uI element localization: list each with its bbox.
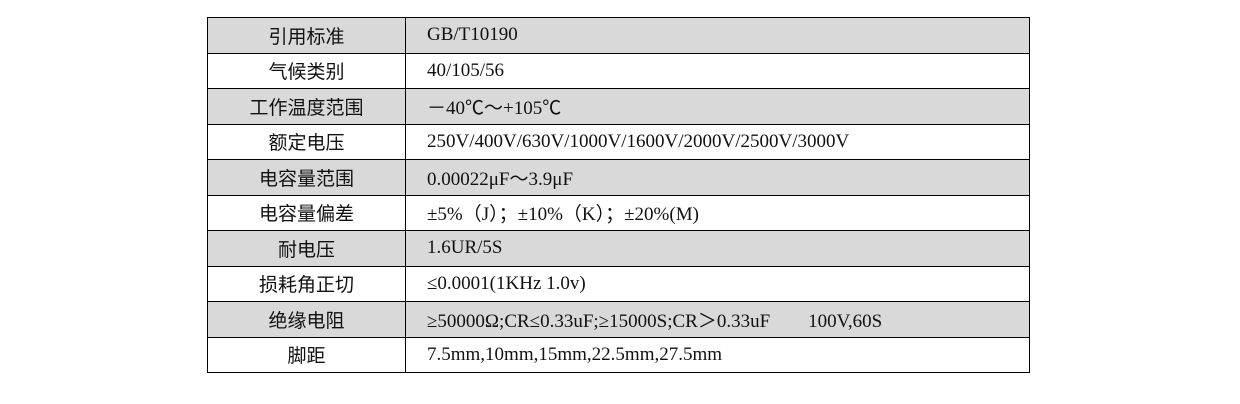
table-row: 损耗角正切 ≤0.0001(1KHz 1.0v) (207, 265, 1030, 302)
table-row: 电容量范围 0.00022μF～3.9μF (207, 159, 1030, 196)
table-row: 耐电压 1.6UR/5S (207, 230, 1030, 267)
table-row: 工作温度范围 －40℃～+105℃ (207, 88, 1030, 125)
table-body: 引用标准 GB/T10190 气候类别 40/105/56 工作温度范围 －40℃～+10… (207, 17, 1030, 373)
row-label: 额定电压 (207, 123, 406, 160)
table-row: 引用标准 GB/T10190 (207, 17, 1030, 54)
row-value: ±5%（J）；±10%（K）；±20%(M) (405, 194, 1030, 231)
row-value: －40℃～+105℃ (405, 88, 1030, 125)
table-row: 绝缘电阻 ≥50000Ω;CR≤0.33uF;≥15000S;CR＞0.33uF … (207, 301, 1030, 338)
row-value: 250V/400V/630V/1000V/1600V/2000V/2500V/3… (405, 123, 1030, 160)
row-label: 电容量偏差 (207, 194, 406, 231)
row-value: 0.00022μF～3.9μF (405, 159, 1030, 196)
row-value: ≤0.0001(1KHz 1.0v) (405, 265, 1030, 302)
table-row: 电容量偏差 ±5%（J）；±10%（K）；±20%(M) (207, 194, 1030, 231)
spec-table: 引用标准 GB/T10190 气候类别 40/105/56 工作温度范围 －40℃～+10… (207, 17, 1030, 373)
table-row: 额定电压 250V/400V/630V/1000V/1600V/2000V/250… (207, 123, 1030, 160)
row-label: 耐电压 (207, 230, 406, 267)
table-row: 气候类别 40/105/56 (207, 52, 1030, 89)
row-label: 气候类别 (207, 52, 406, 89)
row-value: ≥50000Ω;CR≤0.33uF;≥15000S;CR＞0.33uF 100V… (405, 301, 1030, 338)
row-label: 引用标准 (207, 17, 406, 54)
row-value: 40/105/56 (405, 52, 1030, 89)
row-label: 损耗角正切 (207, 265, 406, 302)
row-label: 绝缘电阻 (207, 301, 406, 338)
row-label: 电容量范围 (207, 159, 406, 196)
row-label: 工作温度范围 (207, 88, 406, 125)
row-value: 7.5mm,10mm,15mm,22.5mm,27.5mm (405, 336, 1030, 373)
row-value: GB/T10190 (405, 17, 1030, 54)
row-value: 1.6UR/5S (405, 230, 1030, 267)
table-row: 脚距 7.5mm,10mm,15mm,22.5mm,27.5mm (207, 336, 1030, 373)
row-label: 脚距 (207, 336, 406, 373)
